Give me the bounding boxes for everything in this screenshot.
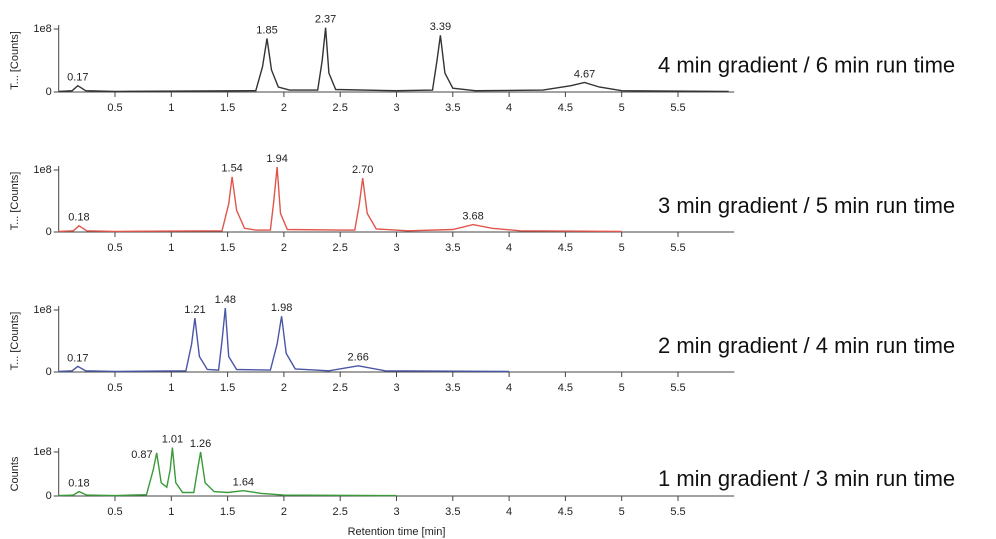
y-tick-label: 1e8 bbox=[33, 23, 51, 35]
x-tick-label: 4 bbox=[506, 506, 512, 518]
peak-label: 1.26 bbox=[190, 438, 211, 450]
x-tick-label: 1 bbox=[168, 382, 174, 394]
peak-label: 1.98 bbox=[271, 302, 292, 314]
gradient-label: 2 min gradient / 4 min run time bbox=[658, 333, 955, 358]
x-tick-label: 3 bbox=[393, 242, 399, 254]
peak-label: 1.21 bbox=[184, 304, 205, 316]
peak-label: 1.01 bbox=[162, 434, 183, 446]
x-tick-label: 0.5 bbox=[107, 102, 122, 114]
x-tick-label: 4 bbox=[506, 382, 512, 394]
x-tick-label: 3 bbox=[393, 382, 399, 394]
y-axis-label: T... [Counts] bbox=[9, 312, 21, 371]
x-tick-label: 2.5 bbox=[333, 242, 348, 254]
x-tick-label: 5 bbox=[619, 102, 625, 114]
x-tick-label: 1 bbox=[168, 506, 174, 518]
x-tick-label: 2.5 bbox=[333, 102, 348, 114]
y-tick-label: 1e8 bbox=[33, 304, 51, 316]
peak-label: 2.66 bbox=[348, 352, 369, 364]
y-tick-label: 0 bbox=[46, 226, 52, 238]
x-tick-label: 3.5 bbox=[445, 506, 460, 518]
peak-label: 2.70 bbox=[352, 164, 373, 176]
x-tick-label: 4 bbox=[506, 242, 512, 254]
chromatogram-line bbox=[58, 308, 510, 373]
x-tick-label: 1.5 bbox=[220, 102, 235, 114]
y-axis-label: Counts bbox=[9, 456, 21, 491]
x-tick-label: 3.5 bbox=[445, 382, 460, 394]
x-tick-label: 4.5 bbox=[558, 506, 573, 518]
y-tick-label: 1e8 bbox=[33, 446, 51, 458]
chromatogram-line bbox=[58, 447, 397, 497]
x-tick-label: 0.5 bbox=[107, 242, 122, 254]
peak-label: 1.54 bbox=[221, 163, 242, 175]
peak-label: 4.67 bbox=[574, 68, 595, 80]
peak-label: 1.85 bbox=[256, 24, 277, 36]
peak-label: 0.87 bbox=[131, 449, 152, 461]
x-tick-label: 0.5 bbox=[107, 506, 122, 518]
x-tick-label: 1 bbox=[168, 102, 174, 114]
x-tick-label: 5.5 bbox=[670, 382, 685, 394]
peak-label: 3.39 bbox=[430, 21, 451, 33]
peak-label: 1.64 bbox=[233, 477, 254, 489]
chromatogram-line bbox=[58, 166, 622, 233]
y-tick-label: 1e8 bbox=[33, 164, 51, 176]
y-tick-label: 0 bbox=[46, 86, 52, 98]
x-tick-label: 4.5 bbox=[558, 102, 573, 114]
x-tick-label: 3 bbox=[393, 506, 399, 518]
x-tick-label: 5 bbox=[619, 382, 625, 394]
gradient-label: 4 min gradient / 6 min run time bbox=[658, 52, 955, 77]
x-tick-label: 2.5 bbox=[333, 382, 348, 394]
x-tick-label: 5.5 bbox=[670, 102, 685, 114]
gradient-label: 3 min gradient / 5 min run time bbox=[658, 193, 955, 218]
x-tick-label: 5.5 bbox=[670, 506, 685, 518]
peak-label: 0.18 bbox=[68, 478, 89, 490]
x-tick-label: 3.5 bbox=[445, 242, 460, 254]
x-axis-label: Retention time [min] bbox=[348, 526, 446, 538]
x-tick-label: 5 bbox=[619, 242, 625, 254]
y-tick-label: 0 bbox=[46, 490, 52, 502]
x-tick-label: 2 bbox=[281, 382, 287, 394]
x-tick-label: 4.5 bbox=[558, 242, 573, 254]
x-tick-label: 0.5 bbox=[107, 382, 122, 394]
x-tick-label: 4.5 bbox=[558, 382, 573, 394]
x-tick-label: 5.5 bbox=[670, 242, 685, 254]
x-tick-label: 3.5 bbox=[445, 102, 460, 114]
x-tick-label: 1.5 bbox=[220, 242, 235, 254]
x-tick-label: 3 bbox=[393, 102, 399, 114]
x-tick-label: 1.5 bbox=[220, 382, 235, 394]
peak-label: 1.94 bbox=[266, 153, 287, 165]
x-tick-label: 2 bbox=[281, 102, 287, 114]
y-axis-label: T... [Counts] bbox=[9, 31, 21, 90]
x-tick-label: 2 bbox=[281, 242, 287, 254]
x-tick-label: 4 bbox=[506, 102, 512, 114]
peak-label: 0.18 bbox=[68, 212, 89, 224]
y-tick-label: 0 bbox=[46, 366, 52, 378]
gradient-label: 1 min gradient / 3 min run time bbox=[658, 466, 955, 491]
peak-label: 0.17 bbox=[67, 72, 88, 84]
peak-label: 0.17 bbox=[67, 352, 88, 364]
x-tick-label: 2.5 bbox=[333, 506, 348, 518]
x-tick-label: 5 bbox=[619, 506, 625, 518]
peak-label: 2.37 bbox=[315, 14, 336, 26]
chromatogram-line bbox=[58, 27, 729, 93]
x-tick-label: 1.5 bbox=[220, 506, 235, 518]
peak-label: 1.48 bbox=[215, 294, 236, 306]
x-tick-label: 2 bbox=[281, 506, 287, 518]
y-axis-label: T... [Counts] bbox=[9, 172, 21, 231]
peak-label: 3.68 bbox=[462, 210, 483, 222]
x-tick-label: 1 bbox=[168, 242, 174, 254]
